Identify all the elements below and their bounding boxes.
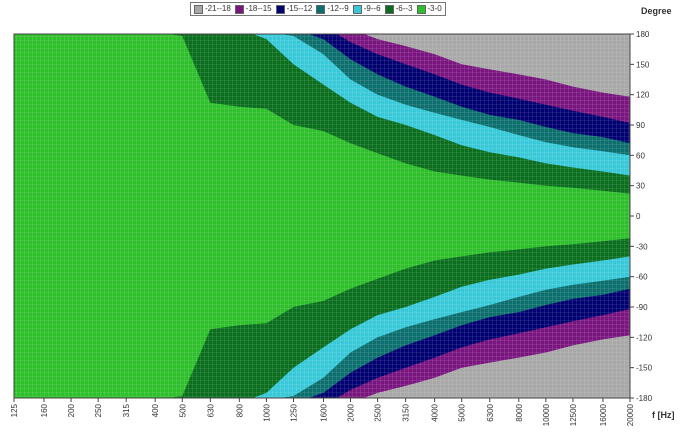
legend-swatch xyxy=(384,4,394,14)
y-tick-label: 90 xyxy=(636,121,645,130)
chart-legend: -21--18 -18--15 -15--12 -12--9 -9--6 -6--3 -3-… xyxy=(190,2,446,16)
y-tick-label: -30 xyxy=(636,242,648,251)
legend-label: -9--6 xyxy=(363,4,381,13)
y-tick-label: 150 xyxy=(636,60,650,69)
legend-label: -6--3 xyxy=(395,4,413,13)
legend-entry: -21--18 xyxy=(194,4,231,14)
legend-swatch xyxy=(234,4,244,14)
x-axis: 125 160 200 250 315 400 500 630 800 1000 1250 1600 2… xyxy=(10,398,635,426)
legend-entry: -15--12 xyxy=(275,4,313,14)
legend-swatch xyxy=(416,4,426,14)
legend-swatch xyxy=(275,4,285,14)
x-tick-label: 2500 xyxy=(374,403,383,421)
x-tick-label: 630 xyxy=(206,403,215,417)
x-tick-label: 1600 xyxy=(319,403,328,421)
x-tick-label: 160 xyxy=(40,403,49,417)
y-tick-label: -90 xyxy=(636,303,648,312)
legend-label: -3-0 xyxy=(427,4,442,13)
legend-swatch xyxy=(316,4,326,14)
x-tick-label: 8000 xyxy=(515,403,524,421)
x-tick-label: 315 xyxy=(122,403,131,417)
legend-swatch xyxy=(194,4,203,14)
y-tick-label: -180 xyxy=(636,394,653,403)
y-axis: 180 150 120 90 60 30 0 -30 -60 -90 -120 -150 -180 xyxy=(630,30,653,403)
legend-entry: -18--15 xyxy=(234,4,272,14)
x-tick-label: 3150 xyxy=(402,403,411,421)
x-tick-label: 16000 xyxy=(599,403,608,426)
y-units-label: Degree xyxy=(641,6,672,16)
y-tick-label: 0 xyxy=(636,212,641,221)
legend-swatch xyxy=(352,4,362,14)
legend-entry: -12--9 xyxy=(316,4,349,14)
legend-entry: -6--3 xyxy=(384,4,413,14)
x-tick-label: 12500 xyxy=(569,403,578,426)
x-tick-label: 500 xyxy=(178,403,187,417)
x-tick-label: 800 xyxy=(235,403,244,417)
x-tick-label: 1000 xyxy=(262,403,271,421)
x-tick-label: 1250 xyxy=(289,403,298,421)
x-tick-label: 5000 xyxy=(458,403,467,421)
y-tick-label: 60 xyxy=(636,151,645,160)
legend-label: -15--12 xyxy=(286,4,313,13)
grid-overlay xyxy=(14,34,630,398)
legend-label: -12--9 xyxy=(327,4,349,13)
y-tick-label: -120 xyxy=(636,333,653,342)
legend-label: -21--18 xyxy=(205,4,231,13)
x-tick-label: 200 xyxy=(67,403,76,417)
x-units-label: f [Hz] xyxy=(652,410,675,420)
x-tick-label: 6300 xyxy=(486,403,495,421)
x-tick-label: 125 xyxy=(10,403,19,417)
y-tick-label: 180 xyxy=(636,30,650,39)
legend-label: -18--15 xyxy=(245,4,272,13)
x-tick-label: 250 xyxy=(94,403,103,417)
legend-entry: -9--6 xyxy=(352,4,381,14)
legend-entry: -3-0 xyxy=(416,4,442,14)
y-tick-label: -60 xyxy=(636,273,648,282)
y-tick-label: 30 xyxy=(636,182,645,191)
x-tick-label: 10000 xyxy=(542,403,551,426)
y-tick-label: -150 xyxy=(636,364,653,373)
y-tick-label: 120 xyxy=(636,91,650,100)
x-tick-label: 2000 xyxy=(347,403,356,421)
x-tick-label: 20000 xyxy=(626,403,635,426)
x-tick-label: 400 xyxy=(151,403,160,417)
x-tick-label: 4000 xyxy=(431,403,440,421)
